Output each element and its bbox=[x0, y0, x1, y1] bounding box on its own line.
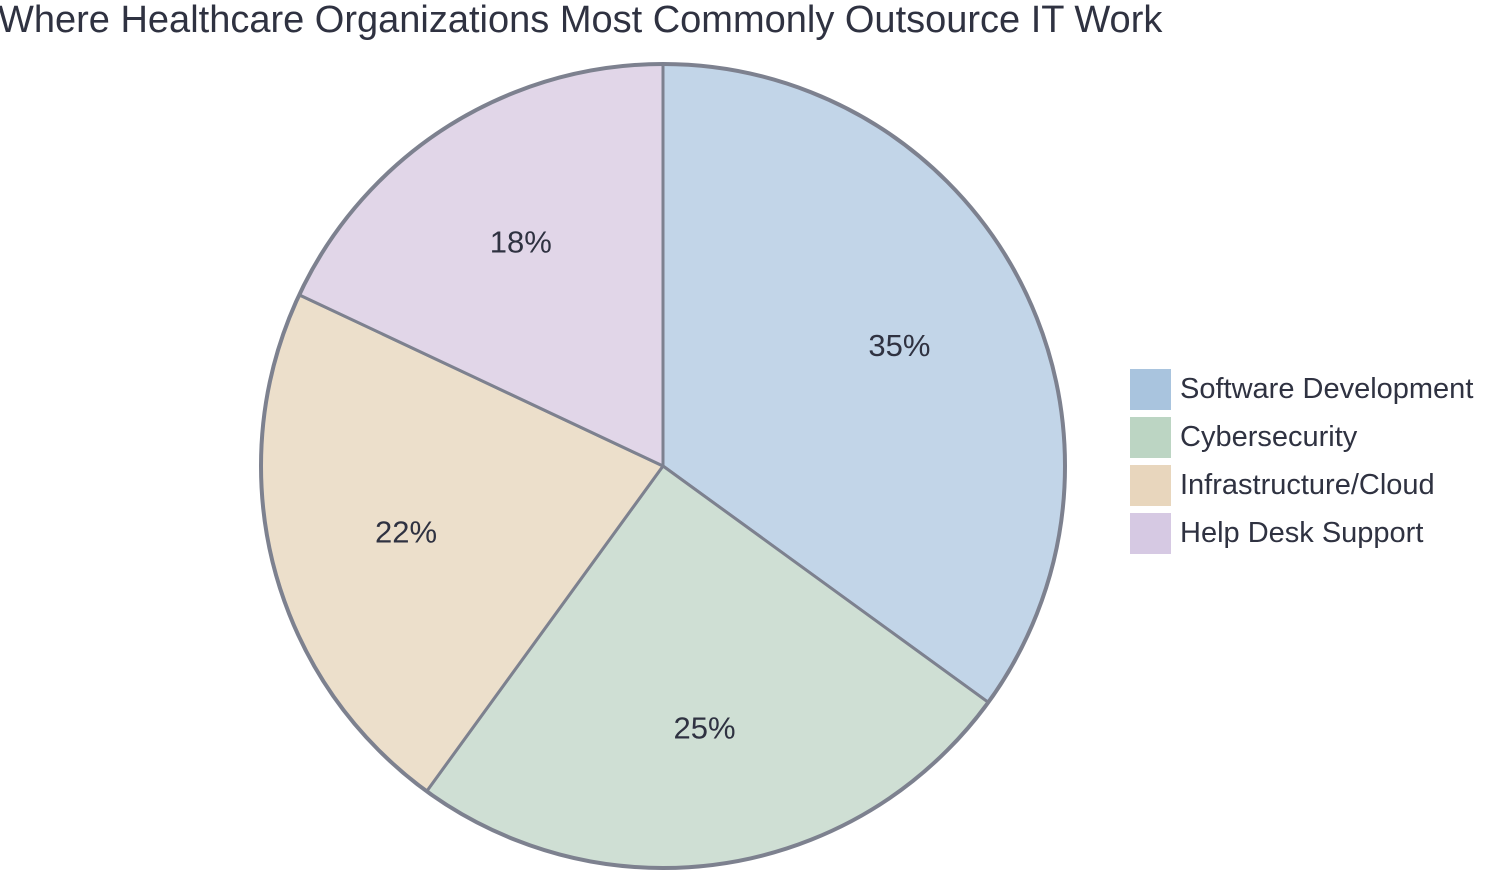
legend-label: Infrastructure/Cloud bbox=[1180, 469, 1435, 501]
slice-value-label-infrastructure-cloud: 22% bbox=[375, 515, 437, 550]
legend-swatch bbox=[1130, 417, 1171, 458]
legend-item-infrastructure-cloud: Infrastructure/Cloud bbox=[1130, 465, 1473, 506]
pie-slices bbox=[259, 62, 1067, 870]
chart-title: Where Healthcare Organizations Most Comm… bbox=[0, 0, 1163, 41]
pie-outline bbox=[259, 62, 1067, 870]
legend-item-software-development: Software Development bbox=[1130, 369, 1473, 410]
legend: Software Development Cybersecurity Infrast… bbox=[1130, 369, 1473, 561]
slice-value-label-help-desk-support: 18% bbox=[490, 225, 552, 260]
slice-value-label-cybersecurity: 25% bbox=[673, 711, 735, 746]
legend-swatch bbox=[1130, 465, 1171, 506]
legend-swatch bbox=[1130, 513, 1171, 554]
legend-item-cybersecurity: Cybersecurity bbox=[1130, 417, 1473, 458]
pie-labels: 35% 25% 22% 18% bbox=[375, 225, 930, 746]
legend-item-help-desk-support: Help Desk Support bbox=[1130, 513, 1473, 554]
slice-value-label-software-development: 35% bbox=[868, 328, 930, 363]
legend-swatch bbox=[1130, 369, 1171, 410]
legend-label: Help Desk Support bbox=[1180, 517, 1424, 549]
legend-label: Cybersecurity bbox=[1180, 421, 1358, 453]
legend-label: Software Development bbox=[1180, 373, 1474, 405]
